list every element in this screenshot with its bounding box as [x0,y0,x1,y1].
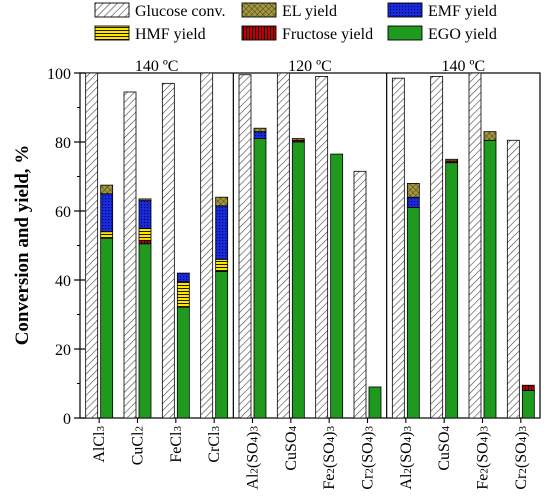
x-tick-label: CuCl2 [130,426,147,465]
bar-emf-yield [406,196,420,208]
x-tick-label: AlCl3 [91,426,108,463]
bar-ego-yield [330,153,344,419]
legend-label-hmf: HMF yield [135,26,206,43]
bar-hmf-yield [138,227,152,241]
bar-glucose-conv [276,72,290,419]
legend-item-fru: Fructose yield [241,25,373,43]
bar-ego-yield [483,139,497,419]
bar-glucose-conv [468,72,482,419]
bar-el-yield [483,131,497,141]
bar-hmf-yield [215,258,229,272]
bar-el-yield [291,138,305,141]
bar-ego-yield [215,270,229,419]
bar-glucose-conv [430,76,444,419]
bar-ego-yield [291,141,305,419]
x-tick-label: CuSO4 [283,426,300,471]
legend-item-conv: Glucose conv. [94,2,226,20]
bar-glucose-conv [391,77,405,419]
bar-fru-yield [521,384,535,391]
plot-area: 140 ºC 120 ºC 140 ºC [79,58,541,419]
bar-glucose-conv [123,91,137,419]
legend-swatch-ego [387,25,423,41]
bar-glucose-conv [200,72,214,419]
y-tick-label: 0 [63,411,71,428]
bar-emf-yield [138,200,152,229]
y-tick-label: 80 [55,135,71,152]
bar-ego-yield [100,238,114,419]
bar-el-yield [138,198,152,202]
y-axis: 0 20 40 60 80 100 [47,66,85,428]
y-tick-label: 40 [55,273,71,290]
legend-swatch-el [241,2,277,18]
x-tick-label: FeCl3 [168,426,185,463]
bar-glucose-conv [353,170,367,419]
bar-glucose-conv [238,74,252,419]
bar-glucose-conv [315,76,329,419]
legend-label-emf: EMF yield [428,3,497,20]
bar-ego-yield [253,138,267,419]
bar-glucose-conv [85,72,99,419]
x-axis: AlCl3 CuCl2 FeCl3 CrCl3 Al2(SO4)3 CuSO4 Fe2(SO… [91,418,530,490]
bar-ego-yield [445,162,459,419]
x-tick-label: Cr2(SO4)3 [513,426,530,490]
bar-el-yield [253,127,267,133]
legend: Glucose conv. EL yield EMF yield HMF yield F… [94,2,497,43]
bar-ego-yield [406,207,420,419]
y-tick-label: 100 [47,66,71,83]
legend-label-ego: EGO yield [428,26,497,43]
x-tick-label: Al2(SO4)3 [245,426,262,490]
y-axis-label: Conversion and yield, % [12,145,33,346]
legend-swatch-conv [94,2,130,18]
legend-item-emf: EMF yield [387,2,497,20]
bar-fru-yield [138,239,152,245]
legend-label-fru: Fructose yield [282,26,373,43]
bar-el-yield [406,182,420,198]
legend-swatch-emf [387,2,423,18]
bar-emf-yield [176,272,190,283]
x-tick-label: CrCl3 [206,426,223,463]
legend-item-el: EL yield [241,2,337,20]
x-tick-label: Cr2(SO4)3 [360,426,377,490]
bar-emf-yield [253,131,267,139]
bar-hmf-yield [176,281,190,309]
panel-title: 120 ºC [288,58,332,75]
legend-swatch-hmf [94,25,130,41]
legend-item-hmf: HMF yield [94,25,206,43]
bar-ego-yield [521,389,535,419]
bar-el-yield [100,184,114,195]
x-tick-label: CuSO4 [436,426,453,471]
legend-item-ego: EGO yield [387,25,497,43]
bar-ego-yield [176,307,190,419]
x-tick-label: Fe2(SO4)3 [321,426,338,490]
legend-label-el: EL yield [282,3,337,20]
y-tick-label: 60 [55,204,71,221]
bar-ego-yield [368,386,382,419]
bar-el-yield [445,158,459,162]
x-tick-label: Fe2(SO4)3 [475,426,492,490]
bar-ego-yield [138,243,152,419]
panel-title: 140 ºC [135,58,179,75]
panel-title: 140 ºC [442,58,486,75]
bar-glucose-conv [506,139,520,419]
y-tick-label: 20 [55,342,71,359]
bar-emf-yield [215,205,229,260]
legend-swatch-fru [241,25,277,41]
legend-label-conv: Glucose conv. [135,3,226,20]
bar-glucose-conv [161,82,175,419]
x-tick-label: Al2(SO4)3 [398,426,415,490]
bar-emf-yield [100,193,114,233]
bar-el-yield [215,196,229,207]
bar-hmf-yield [100,231,114,239]
